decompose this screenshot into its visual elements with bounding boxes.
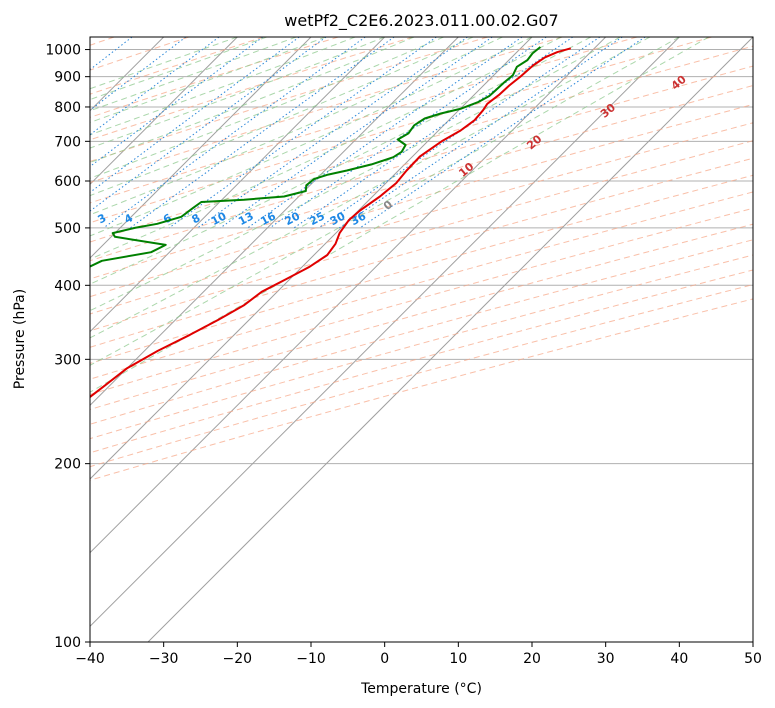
- mixing-ratio-line-13: [247, 37, 523, 229]
- chart-title: wetPf2_C2E6.2023.011.00.02.G07: [284, 11, 558, 31]
- x-tick-label: 20: [523, 651, 541, 667]
- plot-frame: [89, 36, 754, 643]
- y-tick-label: 200: [54, 457, 81, 473]
- dry-adiabat-30: [90, 37, 638, 204]
- x-tick-label: 40: [670, 651, 688, 667]
- y-tick-label: 700: [54, 134, 81, 150]
- moist-adiabat-28: [90, 37, 592, 285]
- isotherm-50: [147, 37, 753, 642]
- isopleth-labels: 0.10.20.40.611.52346810131620253036-100-…: [96, 73, 690, 229]
- mixing-ratio-label: 10: [209, 209, 229, 228]
- moist-adiabat-32: [90, 37, 621, 312]
- y-tick-label: 900: [54, 70, 81, 86]
- temperature-profile-line: [90, 47, 572, 399]
- mixing-ratio-label: 36: [349, 209, 369, 228]
- x-tick-label: −20: [223, 651, 253, 667]
- isotherm--20: [90, 37, 238, 186]
- y-axis-title: Pressure (hPa): [12, 289, 28, 389]
- dry-adiabat-150: [90, 223, 753, 411]
- mixing-ratio-line-16: [269, 37, 547, 229]
- moist-adiabat-8: [90, 37, 444, 179]
- moist-adiabat--20: [90, 37, 238, 90]
- moist-adiabat-16: [90, 37, 503, 216]
- x-tick-label: 10: [449, 651, 467, 667]
- isotherm-30: [90, 37, 607, 554]
- x-tick-label: 0: [380, 651, 389, 667]
- x-tick-label: 30: [597, 651, 615, 667]
- y-tick-label: 400: [54, 278, 81, 294]
- moist-adiabat-24: [90, 37, 562, 260]
- mixing-ratio-line-30: [338, 37, 623, 229]
- mixing-ratio-line-36: [359, 37, 646, 229]
- dry-adiabat-100: [90, 140, 753, 332]
- mixing-ratio-line-2: [90, 37, 327, 212]
- moist-adiabat-0: [90, 37, 385, 149]
- moist-adiabat-20: [90, 37, 533, 237]
- dry-adiabat-90: [90, 122, 753, 315]
- dry-adiabat-160: [90, 239, 753, 425]
- mixing-ratio-line-4: [129, 37, 395, 229]
- isotherm-10: [90, 37, 459, 407]
- dry-adiabat-40: [90, 37, 712, 224]
- dry-adiabat-70: [90, 84, 753, 280]
- sounding-profiles: [90, 46, 572, 399]
- mixing-ratio-label: 16: [258, 209, 278, 228]
- moist-adiabat-12: [90, 37, 474, 197]
- y-tick-label: 600: [54, 174, 81, 190]
- moist-adiabat--16: [90, 37, 267, 101]
- x-axis-title: Temperature (°C): [360, 681, 482, 697]
- y-tick-label: 500: [54, 221, 81, 237]
- x-tick-label: −30: [149, 651, 179, 667]
- isotherm-0: [90, 37, 386, 333]
- y-tick-label: 300: [54, 352, 81, 368]
- mixing-ratio-line-6: [168, 37, 437, 229]
- mixing-ratio-line-8: [197, 37, 468, 229]
- moist-adiabat--4: [90, 37, 356, 136]
- dewpoint-profile-line: [90, 46, 542, 268]
- moist-adiabat-40: [90, 37, 680, 366]
- mixing-ratio-line-10: [220, 37, 493, 229]
- mixing-ratio-line-0.6: [90, 37, 220, 136]
- axes: −40 −30 −20 −10 0 10 20 30 40 50 1000 900 800 700 600 5…: [45, 43, 762, 667]
- y-tick-label: 800: [54, 100, 81, 116]
- dry-adiabat-180: [90, 269, 753, 454]
- dry-adiabat--20: [90, 37, 264, 95]
- background-lines: [90, 37, 753, 642]
- isotherm-40: [90, 37, 680, 628]
- mixing-ratio-label: 25: [307, 209, 327, 228]
- mixing-ratio-label: 13: [236, 209, 256, 228]
- x-tick-label: −10: [296, 651, 326, 667]
- y-tick-label: 1000: [45, 43, 81, 59]
- mixing-ratio-line-3: [103, 37, 366, 229]
- isotherm--10: [90, 37, 312, 259]
- x-tick-label: −40: [75, 651, 105, 667]
- x-tick-label: 50: [744, 651, 762, 667]
- mixing-ratio-label: 30: [328, 209, 348, 228]
- dry-adiabat-60: [90, 65, 753, 262]
- mixing-ratio-label: 20: [283, 209, 303, 228]
- dry-adiabat-10: [90, 37, 488, 163]
- y-tick-label: 100: [54, 635, 81, 651]
